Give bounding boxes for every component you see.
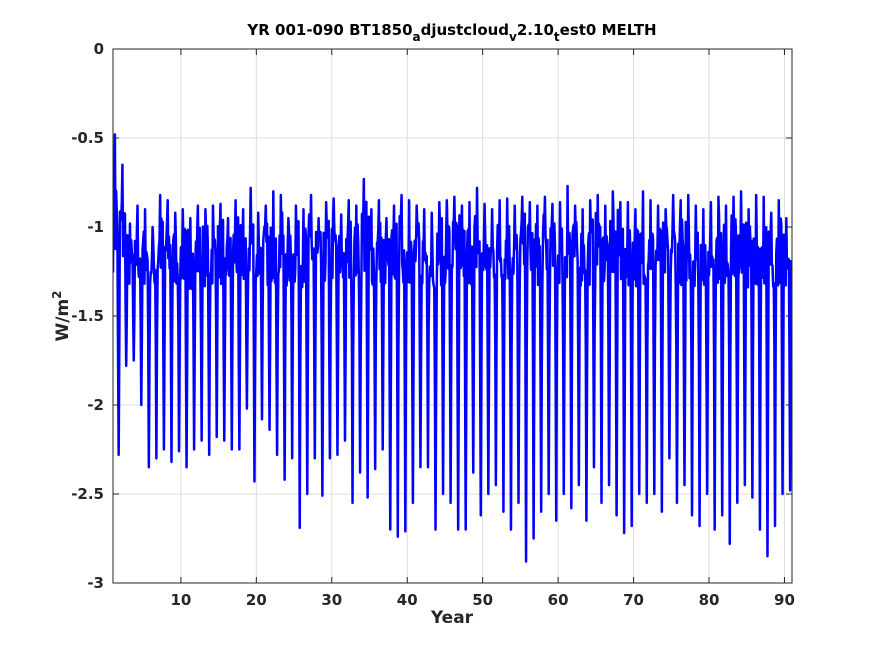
- y-tick-label: -1: [87, 218, 104, 236]
- x-tick-label: 40: [397, 591, 418, 609]
- series-line: [113, 133, 792, 563]
- x-tick-label: 20: [246, 591, 267, 609]
- y-tick-label: 0: [94, 40, 104, 58]
- x-tick-label: 30: [321, 591, 342, 609]
- y-axis-label: W/m2: [50, 290, 73, 341]
- y-tick-label: -0.5: [71, 129, 104, 147]
- x-tick-label: 10: [170, 591, 191, 609]
- y-tick-label: -3: [87, 574, 104, 592]
- x-axis-label: Year: [430, 608, 474, 628]
- x-tick-label: 50: [472, 591, 493, 609]
- x-tick-label: 80: [699, 591, 720, 609]
- x-tick-label: 90: [774, 591, 795, 609]
- chart-title: YR 001-090 BT1850adjustcloudv2.10test0 M…: [246, 21, 656, 44]
- x-axis: 10 20 30 40 50 60 70 80 90: [170, 49, 795, 609]
- y-tick-label: -2.5: [71, 485, 104, 503]
- plot: [113, 133, 792, 563]
- y-tick-label: -1.5: [71, 307, 104, 325]
- x-tick-label: 60: [548, 591, 569, 609]
- x-tick-label: 70: [623, 591, 644, 609]
- y-axis: 0 -0.5 -1 -1.5 -2 -2.5 -3: [71, 40, 792, 592]
- y-tick-label: -2: [87, 396, 104, 414]
